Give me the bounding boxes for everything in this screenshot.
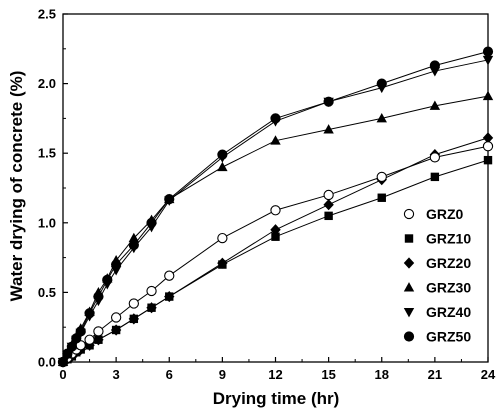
data-point	[128, 232, 140, 243]
data-point	[146, 302, 157, 314]
data-point	[164, 270, 175, 281]
data-point	[323, 199, 334, 211]
data-point	[111, 259, 122, 270]
data-point	[128, 239, 139, 251]
legend-item: GRZ30	[403, 280, 471, 296]
data-point	[217, 161, 228, 172]
legend-marker	[404, 234, 414, 243]
series-line	[62, 145, 489, 363]
legend-label: GRZ30	[426, 280, 471, 296]
legend-item: GRZ10	[404, 231, 471, 247]
data-point	[483, 155, 493, 165]
series-grz50	[57, 46, 494, 368]
legend-marker	[403, 208, 415, 220]
data-point	[323, 124, 334, 134]
data-point	[93, 291, 104, 302]
x-tick-label: 3	[113, 367, 120, 382]
x-tick-label: 24	[481, 367, 496, 382]
data-point	[146, 217, 157, 228]
data-point	[164, 290, 175, 303]
data-point	[110, 324, 122, 336]
legend-marker	[403, 282, 415, 292]
series-line	[62, 137, 489, 363]
y-tick-label: 1.5	[38, 146, 56, 161]
data-point	[377, 193, 386, 202]
data-point	[217, 149, 228, 160]
data-point	[376, 171, 387, 183]
x-tick-label: 21	[428, 367, 442, 382]
series-layer	[57, 46, 494, 368]
data-point	[482, 90, 494, 101]
data-point	[429, 152, 441, 163]
data-point	[482, 141, 494, 152]
y-tick-label: 0.0	[38, 355, 56, 370]
axes: 0 3 6 9 12 15 18 21 24 0.0 0.5 1.0 1.5 2.0 2.5	[38, 7, 496, 383]
legend-item: GRZ0	[403, 206, 464, 222]
legend-item: GRZ20	[403, 255, 471, 271]
data-point	[482, 132, 494, 144]
legend-item: GRZ50	[403, 329, 471, 345]
data-point	[93, 326, 104, 337]
legend-label: GRZ50	[426, 329, 471, 345]
data-point	[217, 257, 228, 269]
data-point	[128, 313, 140, 325]
legend-label: GRZ20	[426, 255, 471, 271]
data-point	[217, 232, 228, 244]
data-point	[84, 308, 95, 319]
series-line	[62, 159, 489, 363]
data-point	[75, 326, 86, 337]
data-point	[66, 341, 77, 352]
legend-marker	[403, 308, 415, 318]
data-point	[323, 189, 334, 201]
plot-frame	[62, 13, 489, 363]
x-tick-label: 18	[375, 367, 389, 382]
y-tick-label: 0.5	[38, 285, 56, 300]
legend-item: GRZ40	[403, 304, 471, 320]
data-point	[324, 211, 333, 221]
legend-label: GRZ40	[426, 304, 471, 320]
data-point	[482, 46, 494, 57]
x-tick-label: 12	[268, 367, 282, 382]
data-point	[146, 285, 157, 297]
data-point	[270, 135, 281, 145]
data-point	[376, 113, 387, 123]
data-point	[482, 55, 494, 66]
data-point	[429, 60, 440, 71]
y-axis-title: Water drying of concrete (%)	[7, 71, 26, 302]
data-point	[270, 224, 281, 236]
x-tick-label: 15	[321, 367, 335, 382]
legend: GRZ0 GRZ10 GRZ20 GRZ30 GRZ40 GRZ50	[403, 206, 471, 345]
data-point	[270, 113, 281, 124]
data-point	[93, 334, 104, 346]
data-point	[376, 78, 387, 89]
data-point	[323, 96, 334, 107]
data-point	[57, 356, 69, 368]
legend-marker	[403, 257, 415, 269]
legend-label: GRZ0	[426, 206, 464, 222]
data-point	[128, 298, 139, 309]
y-tick-label: 2.5	[38, 7, 56, 22]
data-point	[84, 334, 95, 345]
data-point	[271, 232, 280, 241]
data-point	[164, 194, 175, 205]
data-point	[102, 274, 113, 285]
x-tick-label: 9	[219, 367, 226, 382]
data-point	[270, 205, 281, 216]
y-tick-label: 1.0	[38, 215, 56, 230]
x-axis-title: Drying time (hr)	[213, 389, 340, 408]
data-point	[110, 312, 122, 323]
x-tick-label: 0	[59, 367, 66, 382]
legend-marker	[403, 331, 415, 342]
y-tick-label: 2.0	[38, 76, 56, 91]
x-tick-label: 6	[166, 367, 173, 382]
legend-label: GRZ10	[426, 231, 471, 247]
data-point	[430, 172, 440, 182]
data-point	[429, 100, 441, 110]
